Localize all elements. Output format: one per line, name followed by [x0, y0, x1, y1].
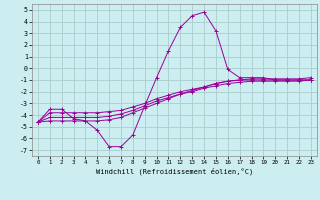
X-axis label: Windchill (Refroidissement éolien,°C): Windchill (Refroidissement éolien,°C): [96, 168, 253, 175]
